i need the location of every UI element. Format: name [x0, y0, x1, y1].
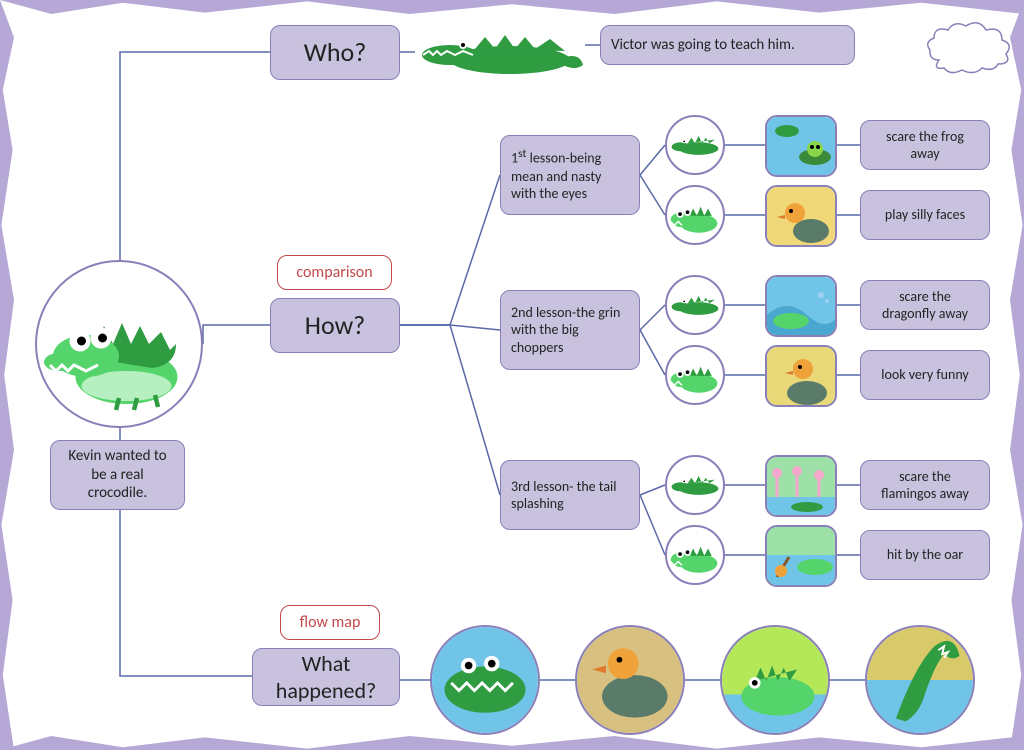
flowmap-label: flow map: [280, 605, 380, 640]
pair-result-2: play silly faces: [860, 190, 990, 240]
what-circle-2: [575, 625, 685, 735]
pair-thumb-3: [765, 275, 837, 337]
diagram-canvas: Kevin wanted to be a real crocodile. Who…: [0, 0, 1024, 750]
pair-circle-5: [665, 455, 725, 515]
lesson-1-text: 1st lesson-being mean and nasty with the…: [511, 147, 629, 202]
who-node: Who?: [270, 25, 400, 80]
pair-result-3: scare the dragonfly away: [860, 280, 990, 330]
frame-border-bottom: [0, 736, 1024, 750]
who-answer: Victor was going to teach him.: [600, 25, 855, 65]
victor-croc-icon: [415, 25, 585, 80]
pair-circle-6: [665, 525, 725, 585]
pair-circle-1: [665, 115, 725, 175]
what-circle-3: [720, 625, 830, 735]
pair-result-1: scare the frog away: [860, 120, 990, 170]
how-node: How?: [270, 298, 400, 353]
what-node: What happened?: [252, 648, 400, 706]
main-caption: Kevin wanted to be a real crocodile.: [50, 440, 185, 510]
frame-border-left: [0, 0, 14, 750]
pair-thumb-6: [765, 525, 837, 587]
pair-circle-4: [665, 345, 725, 405]
pair-result-4: look very funny: [860, 350, 990, 400]
pair-result-5: scare the flamingos away: [860, 460, 990, 510]
comparison-label: comparison: [277, 255, 392, 290]
pair-circle-2: [665, 185, 725, 245]
frame-border-top: [0, 0, 1024, 14]
what-circle-1: [430, 625, 540, 735]
pair-result-6: hit by the oar: [860, 530, 990, 580]
pair-thumb-4: [765, 345, 837, 407]
cloud-doodle: [924, 20, 1014, 75]
what-circle-4: [865, 625, 975, 735]
lesson-3: 3rd lesson- the tail splashing: [500, 460, 640, 530]
main-character-circle: [35, 260, 203, 428]
lesson-1: 1st lesson-being mean and nasty with the…: [500, 135, 640, 215]
kevin-croc-icon: [44, 269, 194, 419]
pair-thumb-1: [765, 115, 837, 177]
frame-border-right: [1010, 0, 1024, 750]
pair-thumb-2: [765, 185, 837, 247]
pair-thumb-5: [765, 455, 837, 517]
lesson-2: 2nd lesson-the grin with the big chopper…: [500, 290, 640, 370]
pair-circle-3: [665, 275, 725, 335]
